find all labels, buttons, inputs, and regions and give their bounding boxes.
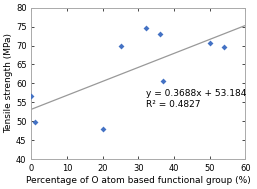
Point — [29, 94, 33, 98]
Point — [33, 121, 37, 124]
Point — [161, 79, 166, 82]
Point — [118, 45, 123, 48]
Text: y = 0.3688x + 53.184
R² = 0.4827: y = 0.3688x + 53.184 R² = 0.4827 — [145, 89, 246, 108]
Y-axis label: Tensile strength (MPa): Tensile strength (MPa) — [4, 33, 13, 133]
X-axis label: Percentage of O atom based functional group (%): Percentage of O atom based functional gr… — [26, 176, 251, 185]
Point — [208, 42, 212, 45]
Point — [222, 46, 226, 49]
Point — [158, 33, 162, 36]
Point — [101, 127, 105, 130]
Point — [143, 26, 148, 29]
